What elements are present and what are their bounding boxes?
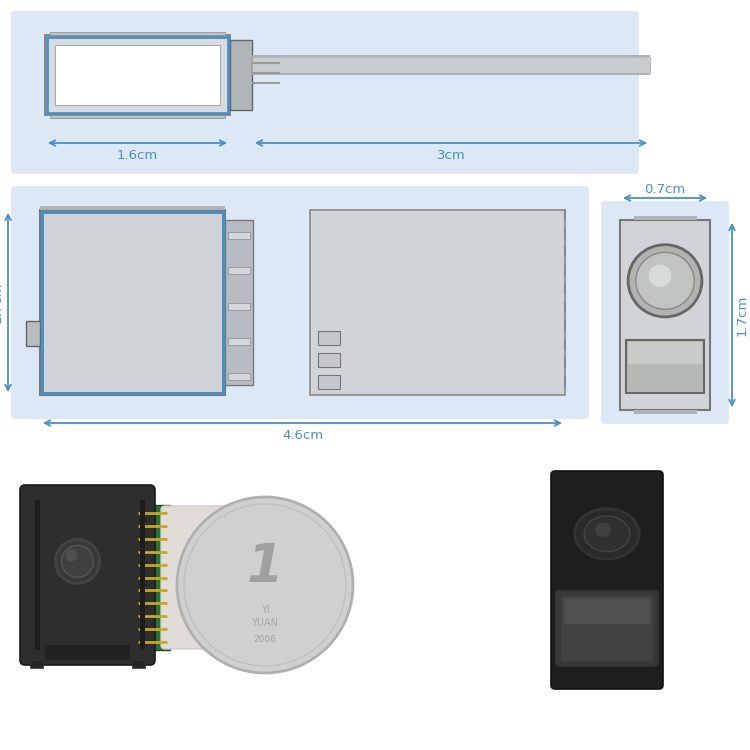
Bar xyxy=(633,480,658,680)
Ellipse shape xyxy=(628,244,702,317)
Ellipse shape xyxy=(56,539,100,584)
Bar xyxy=(140,500,145,650)
Text: 0.7cm: 0.7cm xyxy=(644,183,686,196)
FancyBboxPatch shape xyxy=(561,596,653,661)
Bar xyxy=(35,500,40,650)
Ellipse shape xyxy=(584,516,630,552)
Bar xyxy=(620,220,710,410)
Bar xyxy=(310,210,565,395)
Bar xyxy=(225,220,253,385)
Bar xyxy=(626,340,704,393)
Text: YI: YI xyxy=(261,605,269,615)
Bar xyxy=(634,410,697,414)
Text: 4.6cm: 4.6cm xyxy=(282,429,323,442)
Bar xyxy=(252,56,650,58)
Text: 1.6cm: 1.6cm xyxy=(117,149,158,162)
Bar xyxy=(26,321,40,346)
FancyBboxPatch shape xyxy=(556,591,658,666)
FancyBboxPatch shape xyxy=(601,201,729,424)
Bar xyxy=(318,331,340,345)
Bar xyxy=(45,645,130,660)
FancyBboxPatch shape xyxy=(11,186,589,419)
FancyBboxPatch shape xyxy=(161,506,234,649)
Bar xyxy=(228,338,250,345)
Ellipse shape xyxy=(596,523,610,537)
Bar xyxy=(628,366,702,390)
Bar xyxy=(228,267,250,274)
Text: 3cm: 3cm xyxy=(436,149,465,162)
Text: 1: 1 xyxy=(247,541,284,593)
Bar xyxy=(228,373,250,380)
Ellipse shape xyxy=(649,265,671,287)
Ellipse shape xyxy=(65,550,77,562)
Bar xyxy=(634,216,697,220)
Bar xyxy=(628,342,702,364)
Bar xyxy=(40,206,225,210)
Ellipse shape xyxy=(574,509,639,559)
Text: 1.7cm: 1.7cm xyxy=(736,294,749,336)
Bar xyxy=(45,35,230,115)
Bar xyxy=(318,375,340,389)
Bar xyxy=(132,660,145,668)
Text: 2006: 2006 xyxy=(254,635,277,644)
Circle shape xyxy=(177,497,353,673)
Bar xyxy=(50,115,225,118)
Bar xyxy=(318,353,340,367)
Bar xyxy=(55,45,220,105)
Text: 1.7cm: 1.7cm xyxy=(0,282,4,323)
FancyBboxPatch shape xyxy=(11,11,639,174)
FancyBboxPatch shape xyxy=(20,485,155,665)
Bar xyxy=(252,74,650,76)
Bar xyxy=(40,210,225,395)
Text: YUAN: YUAN xyxy=(251,618,278,628)
Bar xyxy=(252,58,650,74)
FancyBboxPatch shape xyxy=(564,598,650,624)
Bar xyxy=(228,302,250,310)
Ellipse shape xyxy=(636,252,694,309)
Bar xyxy=(50,32,225,35)
FancyBboxPatch shape xyxy=(551,471,663,689)
Bar xyxy=(42,212,223,393)
Bar xyxy=(47,37,228,113)
Bar xyxy=(228,232,250,239)
Bar xyxy=(135,505,170,650)
Ellipse shape xyxy=(62,545,94,578)
Bar xyxy=(230,40,252,110)
Bar xyxy=(30,660,43,668)
